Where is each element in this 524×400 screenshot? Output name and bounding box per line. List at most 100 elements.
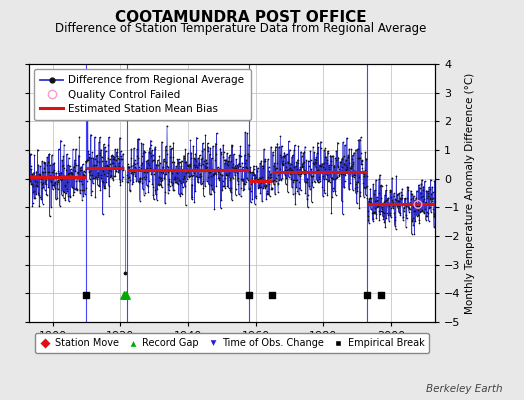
Point: [160, 156, 168, 162]
Point: [292, 184, 300, 190]
Point: [239, 180, 248, 186]
Point: [299, 160, 307, 166]
Point: [171, 179, 179, 186]
Point: [118, 174, 127, 181]
Point: [258, 174, 267, 180]
Point: [211, 140, 220, 147]
Point: [82, 158, 90, 164]
Point: [375, 176, 383, 182]
Point: [217, 149, 225, 156]
Point: [86, 172, 94, 178]
Point: [235, 191, 243, 198]
Point: [54, 176, 62, 183]
Point: [166, 182, 174, 189]
Point: [363, 172, 371, 179]
Point: [371, 198, 379, 204]
Point: [45, 151, 53, 158]
Point: [392, 192, 401, 198]
Point: [347, 164, 355, 171]
Point: [204, 174, 213, 180]
Point: [321, 145, 330, 152]
Point: [95, 183, 104, 189]
Point: [395, 203, 403, 210]
Point: [213, 167, 222, 174]
Point: [278, 143, 286, 149]
Point: [396, 212, 405, 218]
Point: [100, 182, 108, 189]
Point: [358, 157, 366, 163]
Point: [79, 193, 88, 199]
Point: [83, 157, 92, 164]
Point: [356, 134, 365, 140]
Point: [90, 162, 98, 168]
Point: [55, 172, 63, 178]
Point: [307, 166, 315, 172]
Point: [159, 164, 167, 170]
Point: [392, 173, 400, 179]
Point: [373, 198, 381, 204]
Point: [422, 209, 431, 215]
Point: [310, 149, 319, 156]
Point: [290, 177, 299, 184]
Point: [346, 164, 355, 171]
Point: [253, 177, 261, 184]
Point: [368, 201, 376, 207]
Point: [427, 209, 435, 215]
Point: [60, 141, 68, 148]
Point: [332, 192, 340, 198]
Point: [295, 191, 303, 198]
Point: [64, 198, 73, 204]
Point: [376, 172, 384, 178]
Point: [193, 174, 202, 180]
Point: [191, 150, 200, 157]
Point: [178, 158, 186, 164]
Point: [179, 176, 187, 183]
Point: [202, 160, 211, 166]
Point: [253, 168, 261, 174]
Point: [421, 206, 430, 212]
Point: [37, 196, 46, 202]
Point: [409, 195, 418, 202]
Point: [278, 174, 287, 181]
Point: [322, 176, 330, 182]
Point: [247, 188, 255, 194]
Point: [369, 181, 377, 188]
Point: [344, 153, 352, 160]
Point: [79, 172, 88, 178]
Point: [280, 149, 289, 156]
Point: [27, 181, 36, 187]
Point: [133, 146, 141, 152]
Point: [304, 192, 312, 198]
Point: [357, 161, 366, 167]
Point: [400, 204, 408, 210]
Point: [322, 154, 330, 160]
Point: [294, 170, 302, 177]
Point: [204, 181, 213, 188]
Point: [27, 181, 35, 188]
Point: [94, 169, 102, 176]
Point: [396, 210, 404, 216]
Point: [376, 202, 384, 209]
Point: [113, 153, 121, 159]
Point: [379, 215, 388, 222]
Point: [225, 185, 233, 191]
Point: [146, 166, 155, 172]
Point: [264, 164, 272, 170]
Point: [282, 164, 290, 170]
Point: [244, 142, 253, 148]
Point: [169, 140, 178, 146]
Point: [400, 208, 408, 215]
Point: [267, 186, 276, 193]
Point: [429, 189, 437, 195]
Point: [361, 185, 369, 191]
Point: [43, 159, 52, 166]
Point: [333, 139, 342, 146]
Point: [419, 198, 427, 204]
Point: [274, 181, 282, 187]
Point: [364, 200, 372, 206]
Point: [324, 149, 332, 156]
Point: [303, 176, 312, 182]
Point: [171, 179, 180, 185]
Point: [219, 178, 227, 184]
Point: [109, 176, 117, 183]
